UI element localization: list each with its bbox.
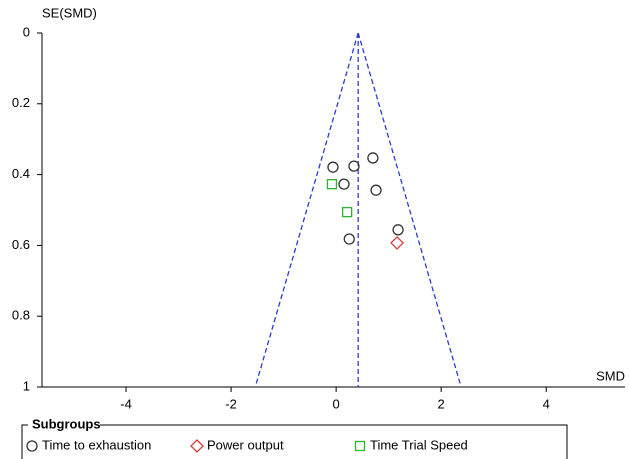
legend-label: Time Trial Speed bbox=[370, 437, 468, 452]
point bbox=[370, 184, 382, 196]
y-axis-label: SE(SMD) bbox=[42, 5, 97, 20]
legend-label: Time to exhaustion bbox=[42, 437, 151, 452]
point bbox=[367, 152, 379, 164]
x-axis-label: SMD bbox=[596, 368, 625, 383]
x-tick-label: 0 bbox=[333, 396, 340, 411]
y-tick-label: 0 bbox=[23, 24, 30, 39]
legend-label: Power output bbox=[207, 437, 284, 452]
point bbox=[390, 236, 404, 250]
legend-title: Subgroups bbox=[32, 416, 101, 431]
y-tick-label: 0.6 bbox=[12, 237, 30, 252]
y-tick-label: 0.4 bbox=[12, 166, 30, 181]
point bbox=[338, 178, 350, 190]
point bbox=[342, 206, 353, 218]
x-tick-label: 4 bbox=[543, 396, 550, 411]
x-tick-label: -2 bbox=[225, 396, 237, 411]
point bbox=[392, 224, 404, 236]
point bbox=[326, 179, 338, 190]
legend-marker bbox=[354, 440, 366, 452]
point bbox=[348, 160, 360, 172]
y-tick-label: 1 bbox=[23, 378, 30, 393]
y-tick-label: 0.8 bbox=[12, 308, 30, 323]
legend-marker bbox=[190, 439, 204, 453]
y-tick-label: 0.2 bbox=[12, 95, 30, 110]
funnel-right bbox=[357, 32, 462, 388]
legend-title-bg bbox=[28, 418, 100, 432]
funnel-left bbox=[254, 32, 359, 388]
x-tick-label: -4 bbox=[120, 396, 132, 411]
x-tick-label: 2 bbox=[438, 396, 445, 411]
point bbox=[343, 233, 355, 245]
legend-marker bbox=[26, 440, 38, 452]
legend-box bbox=[21, 424, 568, 459]
point bbox=[327, 161, 339, 173]
